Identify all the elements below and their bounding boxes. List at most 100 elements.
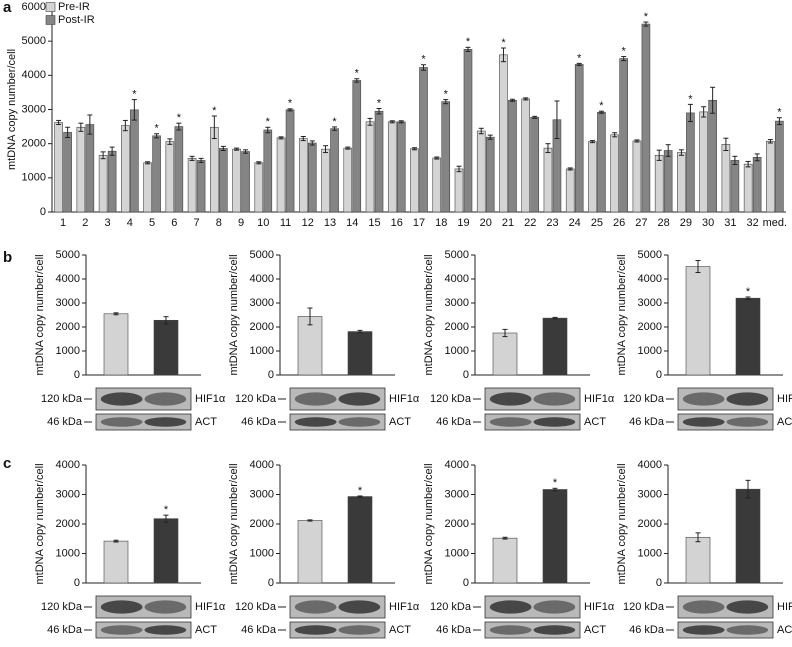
y-tick-label: 1000	[250, 345, 274, 357]
bar	[297, 520, 323, 584]
y-tick-label: 2000	[445, 518, 469, 530]
y-tick-label: 0	[656, 577, 662, 589]
x-tick-label: 25	[591, 217, 603, 229]
y-tick-label: 1000	[56, 345, 80, 357]
y-tick-label: 5000	[445, 249, 469, 261]
blot-band	[489, 625, 532, 635]
bar	[285, 109, 295, 213]
significance-mark: *	[177, 112, 182, 124]
y-tick-label: 5000	[56, 249, 80, 261]
blot-band	[682, 417, 725, 427]
x-tick-label: med.	[763, 217, 787, 229]
blot-protein-label: HIF1α	[195, 601, 226, 613]
blot-band	[294, 417, 337, 427]
bar	[321, 148, 330, 213]
legend-label: Pre-IR	[58, 1, 90, 13]
bar	[196, 160, 206, 213]
bar	[107, 150, 117, 213]
blot-size-label: 46 kDa	[47, 416, 83, 428]
significance-mark: *	[644, 11, 649, 23]
blot-protein-label: ACT	[777, 624, 792, 636]
blot-size-label: 46 kDa	[629, 416, 665, 428]
y-tick-label: 0	[463, 577, 469, 589]
x-tick-label: 10	[257, 217, 269, 229]
bar	[174, 126, 184, 213]
bar	[685, 266, 711, 376]
bar	[721, 144, 731, 213]
y-axis-label: mtDNA copy number/cell	[34, 254, 46, 375]
y-tick-label: 1000	[22, 172, 46, 184]
bar	[143, 162, 152, 213]
x-tick-label: 12	[302, 217, 314, 229]
bar	[219, 148, 228, 213]
y-tick-label: 4000	[22, 69, 46, 81]
bar	[396, 121, 406, 213]
x-tick-label: 20	[480, 217, 492, 229]
bar	[699, 111, 708, 213]
blot-size-label: 120 kDa	[430, 393, 472, 405]
x-tick-label: 28	[658, 217, 670, 229]
blot-protein-label: HIF1α	[777, 393, 792, 405]
x-tick-label: 14	[346, 217, 358, 229]
blot-protein-label: ACT	[584, 416, 606, 428]
blot-band	[144, 600, 187, 614]
x-tick-label: 3	[105, 217, 111, 229]
x-tick-label: 18	[435, 217, 447, 229]
blot-size-label: 46 kDa	[241, 624, 277, 636]
x-tick-label: 6	[171, 217, 177, 229]
significance-mark: *	[164, 504, 169, 516]
bar	[232, 148, 241, 213]
significance-mark: *	[355, 68, 360, 80]
blot-band	[338, 417, 381, 427]
blot-band	[489, 600, 532, 614]
blot-band	[294, 625, 337, 635]
y-tick-label: 1000	[250, 547, 274, 559]
bar	[485, 136, 495, 213]
significance-mark: *	[377, 97, 382, 109]
y-tick-label: 1000	[445, 345, 469, 357]
blot-band	[338, 600, 381, 614]
bar	[343, 147, 353, 213]
x-tick-label: 8	[216, 217, 222, 229]
blot-protein-label: HIF1α	[389, 601, 420, 613]
blot-size-label: 120 kDa	[235, 393, 277, 405]
blot-band	[294, 600, 337, 614]
x-tick-label: 13	[324, 217, 336, 229]
bar	[441, 101, 451, 213]
blot-size-label: 46 kDa	[241, 416, 277, 428]
blot-band	[100, 392, 143, 406]
y-tick-label: 0	[74, 577, 80, 589]
bar	[521, 98, 531, 213]
y-tick-label: 0	[74, 369, 80, 381]
blot-band	[100, 417, 143, 427]
y-tick-label: 5000	[250, 249, 274, 261]
bar	[263, 129, 273, 213]
y-tick-label: 6000	[22, 1, 46, 13]
significance-mark: *	[132, 88, 137, 100]
bar	[130, 109, 139, 213]
blot-band	[726, 417, 769, 427]
bar	[677, 152, 686, 213]
blot-band	[338, 625, 381, 635]
legend-swatch	[45, 15, 56, 25]
bar	[374, 110, 384, 213]
significance-mark: *	[577, 52, 582, 64]
bar	[121, 125, 130, 213]
x-tick-label: 31	[724, 217, 736, 229]
x-tick-label: 29	[680, 217, 692, 229]
bar	[347, 331, 373, 376]
panel-label: b	[3, 249, 12, 266]
bar	[492, 332, 518, 376]
y-tick-label: 0	[656, 369, 662, 381]
blot-band	[144, 392, 187, 406]
blot-size-label: 46 kDa	[436, 624, 472, 636]
y-axis-label: mtDNA copy number/cell	[228, 463, 240, 584]
bar	[476, 130, 486, 213]
blot-band	[144, 625, 187, 635]
bar	[63, 132, 72, 213]
significance-mark: *	[266, 116, 271, 128]
x-tick-label: 27	[635, 217, 647, 229]
x-tick-label: 19	[457, 217, 469, 229]
y-axis-label: mtDNA copy number/cell	[616, 254, 628, 375]
blot-size-label: 46 kDa	[436, 416, 472, 428]
